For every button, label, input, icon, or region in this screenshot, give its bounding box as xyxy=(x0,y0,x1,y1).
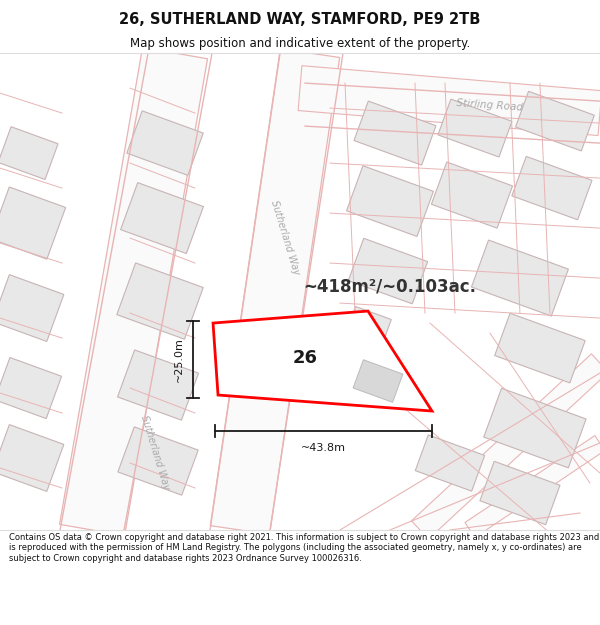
Polygon shape xyxy=(121,182,203,254)
Text: Sutherland Way: Sutherland Way xyxy=(269,199,301,277)
Polygon shape xyxy=(431,162,512,228)
Polygon shape xyxy=(353,360,403,403)
Polygon shape xyxy=(415,435,485,491)
Text: 26, SUTHERLAND WAY, STAMFORD, PE9 2TB: 26, SUTHERLAND WAY, STAMFORD, PE9 2TB xyxy=(119,12,481,27)
Polygon shape xyxy=(344,306,391,349)
Polygon shape xyxy=(59,48,208,536)
Polygon shape xyxy=(0,127,58,179)
Polygon shape xyxy=(438,99,512,157)
Text: Stirling Road: Stirling Road xyxy=(457,98,524,112)
Polygon shape xyxy=(0,424,64,491)
Polygon shape xyxy=(484,388,586,468)
Polygon shape xyxy=(0,357,62,419)
Polygon shape xyxy=(465,436,600,538)
Polygon shape xyxy=(515,91,595,151)
Text: Sutherland Way: Sutherland Way xyxy=(139,414,171,491)
Text: ~25.0m: ~25.0m xyxy=(174,337,184,382)
Polygon shape xyxy=(412,354,600,539)
Polygon shape xyxy=(347,166,433,236)
Polygon shape xyxy=(213,311,432,411)
Polygon shape xyxy=(480,461,560,525)
Polygon shape xyxy=(349,238,428,304)
Polygon shape xyxy=(0,187,65,259)
Text: Map shows position and indicative extent of the property.: Map shows position and indicative extent… xyxy=(130,38,470,50)
Text: 26: 26 xyxy=(292,349,317,367)
Polygon shape xyxy=(512,156,592,220)
Polygon shape xyxy=(0,274,64,341)
Polygon shape xyxy=(354,101,436,165)
Text: Contains OS data © Crown copyright and database right 2021. This information is : Contains OS data © Crown copyright and d… xyxy=(9,533,599,562)
Polygon shape xyxy=(494,313,585,383)
Polygon shape xyxy=(118,350,199,420)
Text: ~43.8m: ~43.8m xyxy=(301,443,346,453)
Polygon shape xyxy=(117,263,203,339)
Polygon shape xyxy=(211,49,340,534)
Text: ~418m²/~0.103ac.: ~418m²/~0.103ac. xyxy=(304,277,476,295)
Polygon shape xyxy=(0,53,600,530)
Polygon shape xyxy=(472,240,568,316)
Polygon shape xyxy=(127,111,203,176)
Polygon shape xyxy=(118,427,198,495)
Polygon shape xyxy=(298,66,600,136)
